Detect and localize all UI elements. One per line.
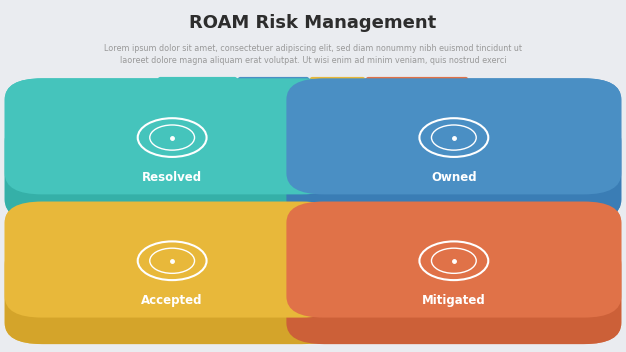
FancyBboxPatch shape <box>5 243 339 344</box>
FancyBboxPatch shape <box>332 266 575 298</box>
FancyBboxPatch shape <box>286 78 621 221</box>
FancyBboxPatch shape <box>5 78 339 221</box>
FancyBboxPatch shape <box>5 78 339 194</box>
FancyBboxPatch shape <box>5 201 339 318</box>
FancyBboxPatch shape <box>286 201 621 318</box>
FancyBboxPatch shape <box>286 120 621 221</box>
Text: Lorem ipsum dolor sit amet, consectetuer adipiscing elit, sed diam nonummy nibh : Lorem ipsum dolor sit amet, consectetuer… <box>104 44 522 53</box>
Text: ROAM Risk Management: ROAM Risk Management <box>190 14 436 32</box>
Text: laoreet dolore magna aliquam erat volutpat. Ut wisi enim ad minim veniam, quis n: laoreet dolore magna aliquam erat volutp… <box>120 56 506 65</box>
FancyBboxPatch shape <box>286 78 621 194</box>
FancyBboxPatch shape <box>51 266 294 298</box>
Text: Owned: Owned <box>431 171 476 184</box>
FancyBboxPatch shape <box>332 143 575 175</box>
FancyBboxPatch shape <box>286 201 621 344</box>
FancyBboxPatch shape <box>286 243 621 344</box>
FancyBboxPatch shape <box>5 120 339 221</box>
Text: Mitigated: Mitigated <box>422 294 486 307</box>
Text: Accepted: Accepted <box>141 294 203 307</box>
Text: Resolved: Resolved <box>142 171 202 184</box>
FancyBboxPatch shape <box>5 201 339 344</box>
FancyBboxPatch shape <box>51 143 294 175</box>
